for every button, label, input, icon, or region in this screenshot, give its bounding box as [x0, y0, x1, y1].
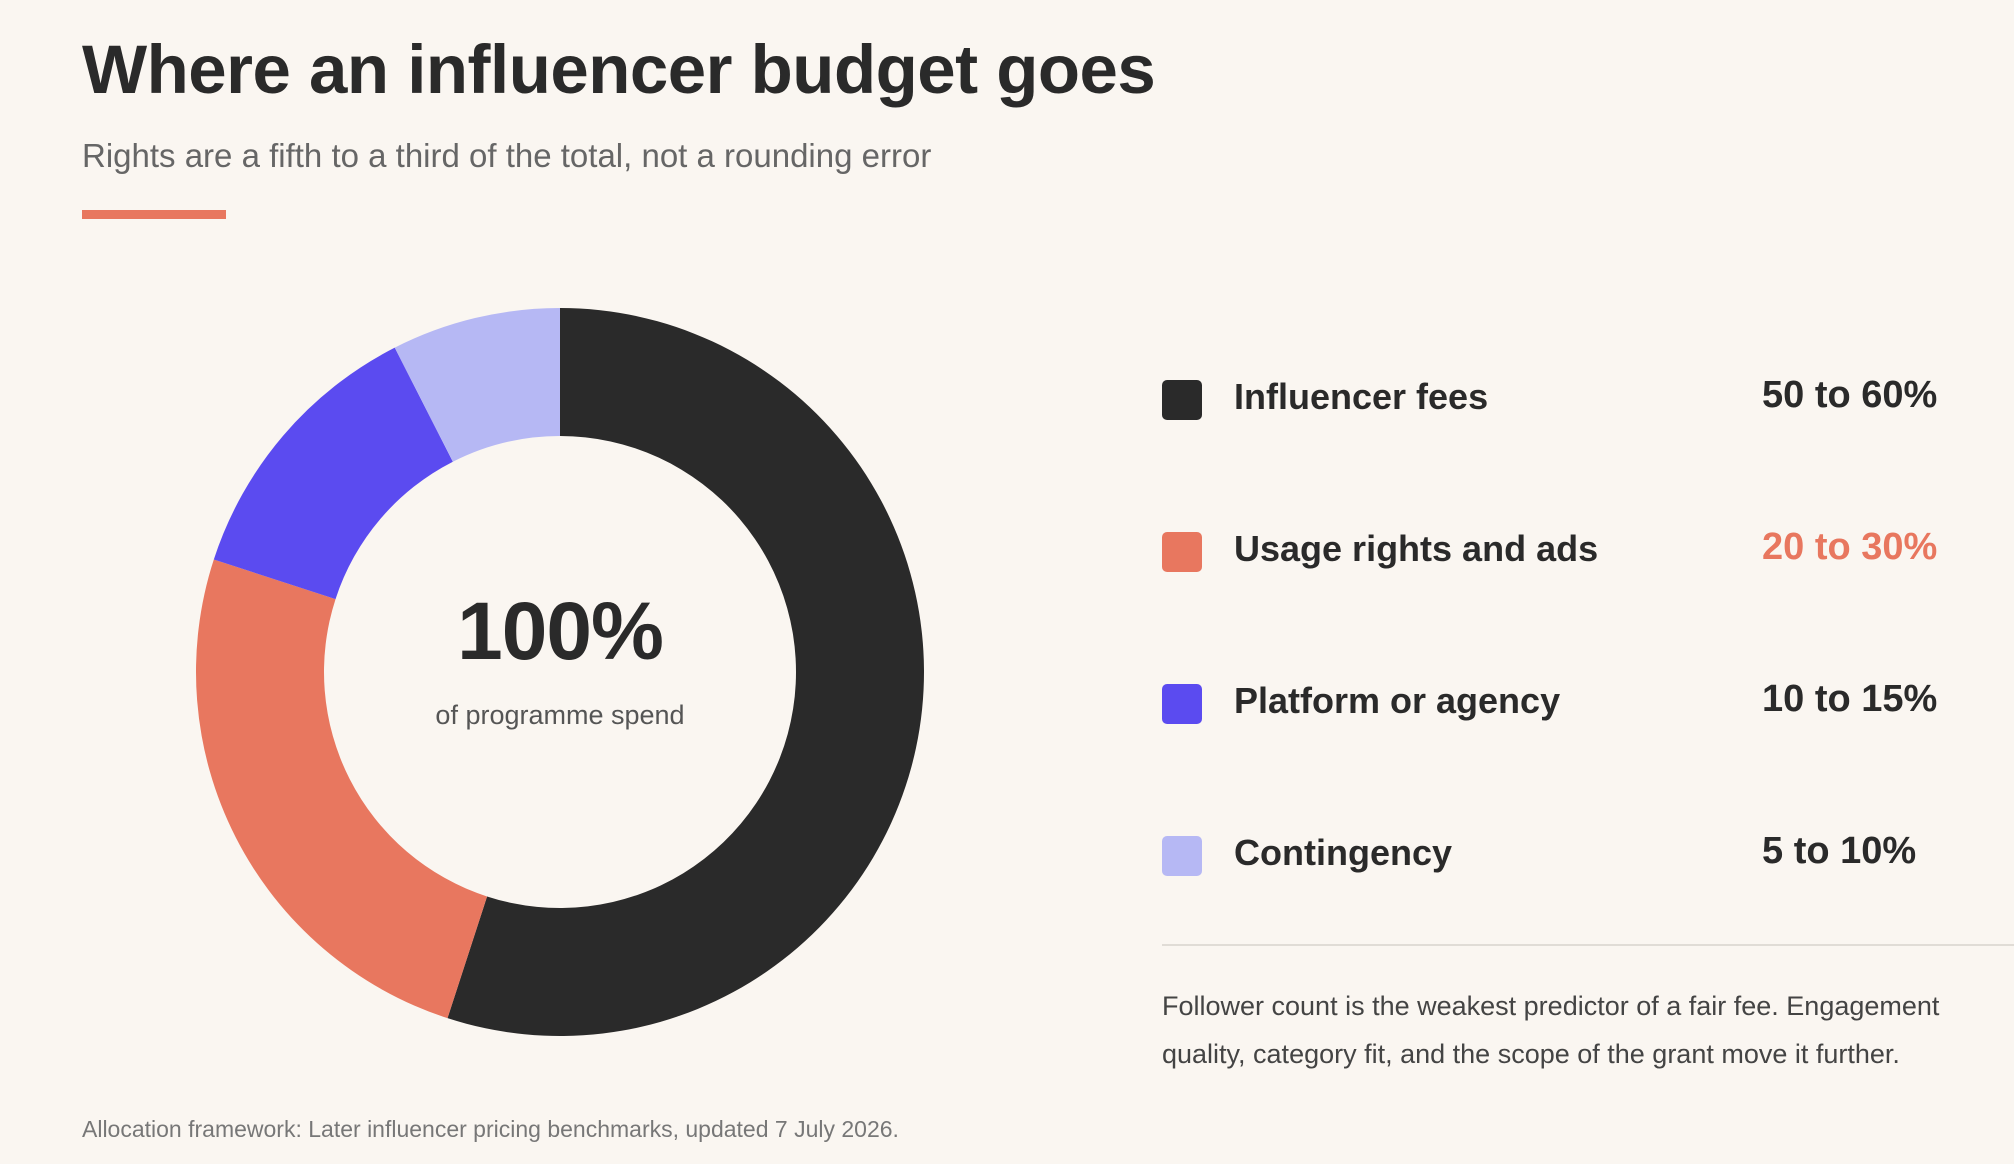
donut-slice-usage-rights-and-ads	[195, 559, 488, 1019]
legend-divider	[1162, 944, 2014, 946]
legend-value: 5 to 10%	[1762, 830, 1917, 872]
chart-title: Where an influencer budget goes	[82, 31, 1156, 108]
legend-value: 10 to 15%	[1762, 678, 1938, 720]
legend-swatch	[1162, 836, 1202, 876]
legend-value: 50 to 60%	[1762, 374, 1938, 416]
footnote: Follower count is the weakest predictor …	[1162, 991, 1940, 1069]
legend-swatch	[1162, 684, 1202, 724]
legend-label: Contingency	[1234, 832, 1453, 873]
legend-label: Platform or agency	[1234, 680, 1561, 721]
donut-slice-platform-or-agency	[213, 347, 453, 600]
legend: Influencer fees 50 to 60% Usage rights a…	[1162, 358, 1952, 966]
accent-divider	[82, 210, 226, 219]
legend-item-platform-agency: Platform or agency 10 to 15%	[1162, 662, 1952, 814]
chart-subtitle: Rights are a fifth to a third of the tot…	[82, 137, 932, 174]
donut-chart	[195, 308, 925, 1036]
legend-item-contingency: Contingency 5 to 10%	[1162, 814, 1952, 966]
donut-center-caption: of programme spend	[435, 700, 685, 730]
legend-swatch	[1162, 380, 1202, 420]
legend-item-influencer-fees: Influencer fees 50 to 60%	[1162, 358, 1952, 510]
legend-item-usage-rights: Usage rights and ads 20 to 30%	[1162, 510, 1952, 662]
legend-value: 20 to 30%	[1762, 526, 1938, 568]
source-credit: Allocation framework: Later influencer p…	[82, 1116, 899, 1142]
donut-center-value: 100%	[457, 586, 664, 677]
legend-label: Usage rights and ads	[1234, 528, 1599, 569]
legend-swatch	[1162, 532, 1202, 572]
donut-slice-influencer-fees	[447, 308, 925, 1036]
donut-slice-contingency	[394, 308, 560, 462]
legend-label: Influencer fees	[1234, 376, 1489, 417]
